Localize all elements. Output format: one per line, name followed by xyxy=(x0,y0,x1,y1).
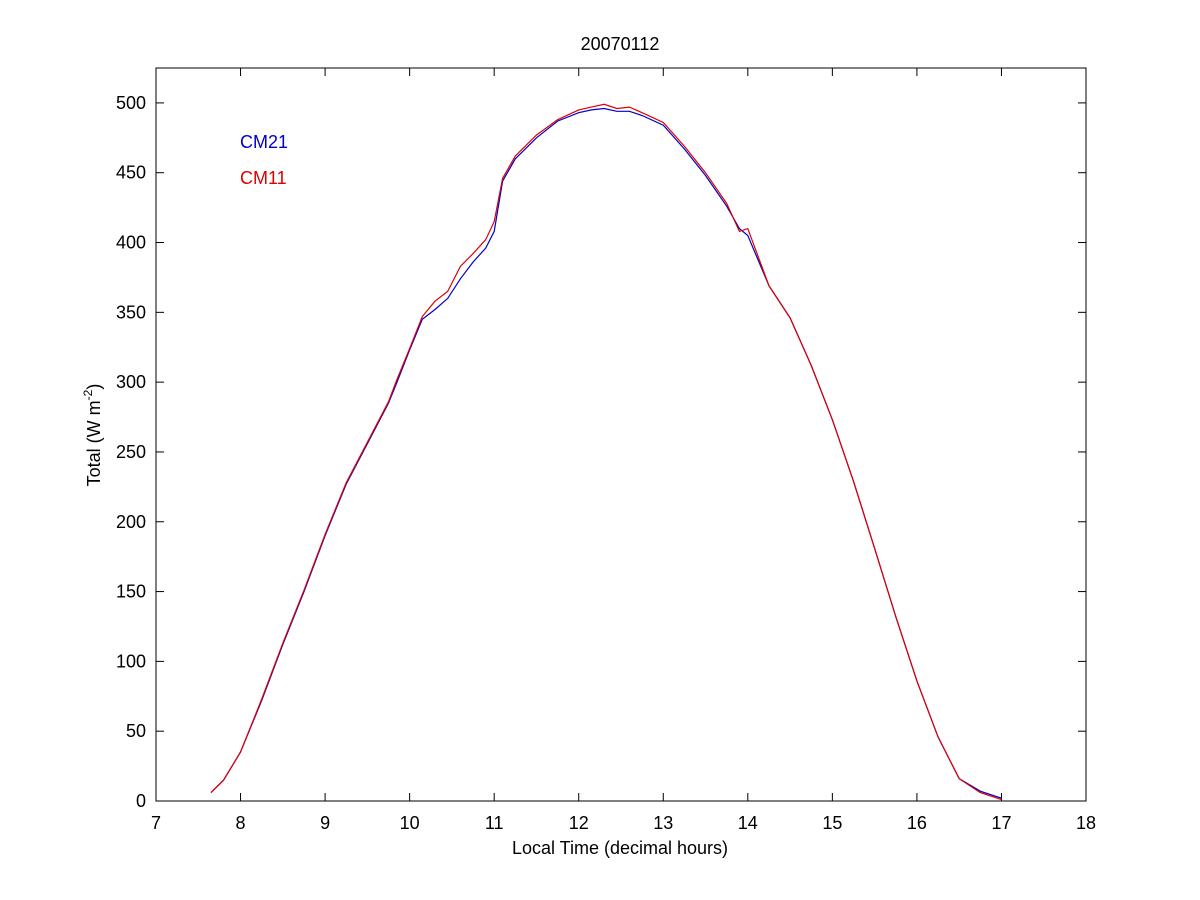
y-tick-label: 450 xyxy=(116,163,146,183)
x-tick-label: 15 xyxy=(822,813,842,833)
y-axis-label-superscript: -2 xyxy=(81,389,95,400)
y-axis-label-close: ) xyxy=(84,384,104,390)
y-tick-label: 300 xyxy=(116,372,146,392)
y-tick-label: 0 xyxy=(136,791,146,811)
x-tick-label: 9 xyxy=(320,813,330,833)
x-tick-label: 7 xyxy=(151,813,161,833)
y-tick-label: 250 xyxy=(116,442,146,462)
x-tick-label: 11 xyxy=(485,813,504,833)
x-tick-label: 12 xyxy=(569,813,589,833)
x-axis-label: Local Time (decimal hours) xyxy=(512,838,728,858)
y-tick-label: 100 xyxy=(116,651,146,671)
y-tick-label: 200 xyxy=(116,512,146,532)
y-tick-label: 350 xyxy=(116,302,146,322)
legend-entry-cm21: CM21 xyxy=(240,132,288,152)
y-tick-label: 150 xyxy=(116,582,146,602)
x-tick-label: 14 xyxy=(738,813,758,833)
legend: CM21 CM11 xyxy=(240,132,288,188)
y-axis-label-main: Total (W m xyxy=(84,400,104,486)
plot-area xyxy=(155,67,1087,802)
x-tick-label: 8 xyxy=(236,813,246,833)
series-line-cm11 xyxy=(210,103,1002,801)
axis-ticks: 7 8 9 10 11 12 13 14 15 16 17 18 0 50 100 150 200 250 300 3… xyxy=(116,68,1096,833)
x-tick-label: 16 xyxy=(907,813,927,833)
y-axis-label: Total (W m-2) xyxy=(81,384,104,487)
x-tick-label: 10 xyxy=(400,813,420,833)
series-lines xyxy=(210,103,1002,801)
y-tick-label: 500 xyxy=(116,93,146,113)
y-tick-label: 400 xyxy=(116,233,146,253)
legend-entry-cm11: CM11 xyxy=(240,168,287,188)
x-tick-label: 17 xyxy=(991,813,1011,833)
x-tick-label: 13 xyxy=(653,813,673,833)
x-tick-label: 18 xyxy=(1076,813,1096,833)
y-tick-label: 50 xyxy=(126,721,146,741)
chart-title: 20070112 xyxy=(581,34,660,54)
